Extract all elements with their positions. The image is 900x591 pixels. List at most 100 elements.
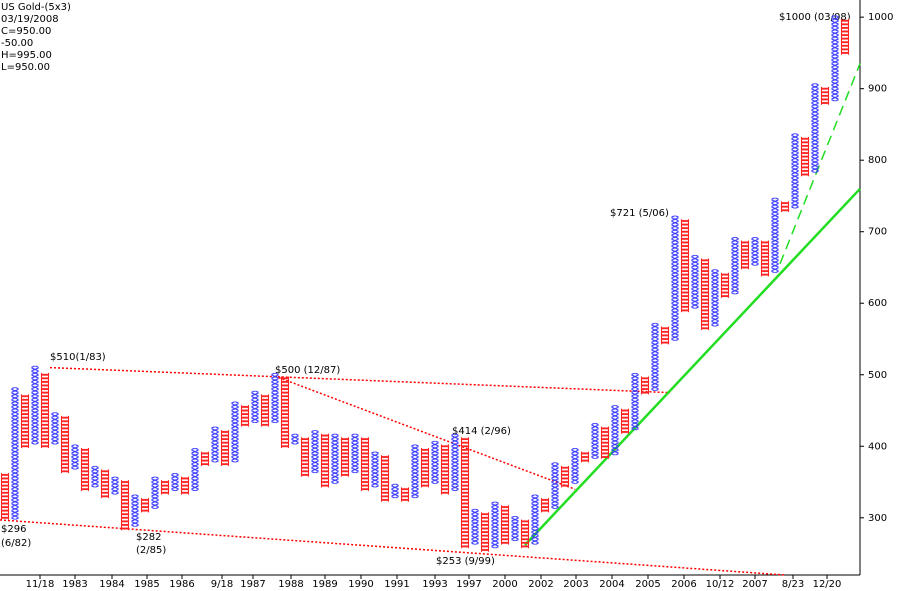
x-column — [110, 476, 120, 495]
x-tick-label: 1989 — [312, 579, 337, 590]
trendline — [779, 63, 861, 265]
x-column — [190, 448, 200, 491]
trendline — [524, 187, 861, 546]
o-column — [440, 444, 450, 495]
x-tick-label: 12/20 — [813, 579, 842, 590]
o-column — [280, 376, 290, 449]
x-column — [390, 483, 400, 499]
x-column — [130, 494, 140, 527]
x-column — [430, 440, 440, 484]
trendline — [0, 519, 786, 576]
x-tick-label: 2000 — [492, 579, 517, 590]
o-column — [20, 394, 30, 449]
x-column — [290, 433, 300, 445]
x-column — [830, 15, 840, 102]
o-column — [200, 451, 210, 466]
o-column — [780, 201, 790, 213]
o-column — [260, 394, 270, 427]
x-column — [750, 237, 760, 266]
o-column — [800, 136, 810, 177]
o-column — [820, 86, 830, 105]
x-column — [350, 433, 360, 474]
x-tick-label: 2004 — [599, 579, 624, 590]
o-column — [400, 487, 410, 502]
y-tick-label: 700 — [868, 227, 887, 238]
x-column — [510, 515, 520, 542]
y-tick-label: 800 — [868, 155, 887, 166]
o-column — [240, 405, 250, 427]
x-tick-label: 2003 — [563, 579, 588, 590]
x-column — [70, 444, 80, 470]
x-tick-label: 1985 — [134, 579, 159, 590]
o-column — [520, 519, 530, 549]
o-column — [600, 426, 610, 459]
x-column — [550, 462, 560, 509]
o-column — [420, 448, 430, 488]
o-column — [220, 430, 230, 466]
o-column — [460, 437, 470, 549]
x-column — [570, 448, 580, 484]
o-column — [340, 437, 350, 477]
x-tick-label: 1993 — [422, 579, 447, 590]
x-column — [790, 133, 800, 209]
annotation: $510(1/83) — [50, 352, 106, 363]
x-column — [50, 412, 60, 445]
annotation: $282 — [136, 532, 161, 543]
o-column — [60, 415, 70, 474]
y-tick-label: 300 — [868, 513, 887, 524]
x-column — [530, 494, 540, 545]
x-column — [450, 433, 460, 491]
o-column — [760, 240, 770, 277]
annotation: $1000 (03/08) — [779, 12, 851, 23]
x-tick-label: 2006 — [671, 579, 696, 590]
o-column — [640, 376, 650, 395]
header-line: -50.00 — [1, 38, 33, 49]
header-line: H=995.00 — [1, 50, 52, 61]
x-column — [230, 401, 240, 463]
x-column — [490, 501, 500, 549]
o-column — [540, 498, 550, 513]
y-tick-label: 1000 — [868, 12, 893, 23]
o-column — [720, 272, 730, 298]
o-column — [180, 476, 190, 495]
x-column — [650, 322, 660, 391]
x-column — [610, 405, 620, 456]
y-tick-label: 900 — [868, 84, 887, 95]
x-column — [410, 444, 420, 499]
x-column — [590, 423, 600, 459]
x-column — [470, 508, 480, 545]
x-tick-label: 2002 — [528, 579, 553, 590]
x-column — [210, 426, 220, 463]
o-column — [100, 469, 110, 499]
annotation: $500 (12/87) — [275, 365, 340, 376]
o-column — [840, 18, 850, 55]
annotation: (6/82) — [1, 538, 31, 549]
o-column — [700, 258, 710, 331]
trendline — [274, 375, 576, 490]
o-column — [560, 465, 570, 488]
x-tick-label: 1990 — [348, 579, 373, 590]
o-column — [0, 473, 10, 520]
x-column — [90, 465, 100, 488]
o-column — [160, 480, 170, 495]
annotation: $721 (5/06) — [610, 208, 669, 219]
annotation: $296 — [1, 524, 26, 535]
x-tick-label: 8/23 — [782, 579, 804, 590]
o-column — [40, 372, 50, 449]
x-column — [150, 476, 160, 509]
x-column — [270, 372, 280, 424]
o-column — [120, 480, 130, 531]
x-column — [690, 254, 700, 309]
o-column — [300, 437, 310, 477]
x-column — [710, 269, 720, 327]
x-column — [770, 197, 780, 273]
o-column — [480, 512, 490, 552]
x-tick-label: 1991 — [384, 579, 409, 590]
x-tick-label: 1983 — [62, 579, 87, 590]
x-column — [30, 365, 40, 445]
y-tick-label: 400 — [868, 441, 887, 452]
x-column — [670, 215, 680, 341]
o-column — [360, 437, 370, 491]
o-column — [580, 451, 590, 463]
